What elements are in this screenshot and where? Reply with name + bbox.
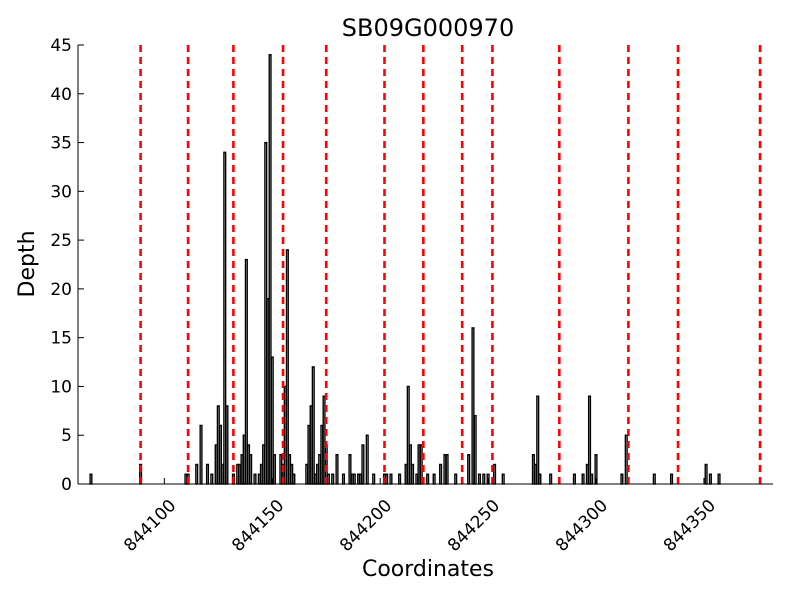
x-tick-label: 844100 [120, 496, 180, 556]
depth-bar [365, 434, 369, 485]
depth-bar [493, 463, 497, 485]
depth-bar [581, 473, 585, 485]
depth-bar [587, 395, 592, 485]
depth-bar [708, 473, 712, 485]
depth-bar [199, 424, 203, 485]
y-tick-label: 25 [50, 231, 72, 251]
depth-bar [195, 463, 199, 485]
depth-bar [501, 473, 505, 485]
depth-bar [432, 473, 436, 485]
x-tick-label: 844200 [336, 496, 396, 556]
depth-bar [467, 454, 471, 485]
bar-series [89, 54, 721, 485]
depth-bar [361, 444, 365, 485]
depth-bar [549, 473, 553, 485]
depth-bar [341, 473, 346, 485]
depth-bar [536, 395, 540, 485]
depth-bar [292, 473, 296, 485]
depth-bar [253, 473, 257, 485]
depth-bar [652, 473, 656, 485]
y-tick-label: 15 [50, 329, 72, 349]
depth-bar [439, 463, 443, 485]
depth-bar [272, 454, 276, 485]
depth-bar [398, 473, 402, 485]
depth-bar [704, 463, 708, 485]
depth-bar [225, 405, 229, 485]
depth-bar [311, 366, 315, 485]
depth-bar [410, 463, 415, 485]
depth-bar [419, 444, 423, 485]
depth-bar [389, 473, 393, 485]
depth-bar [372, 473, 376, 485]
depth-bar [326, 473, 330, 485]
y-axis-label: Depth [15, 230, 40, 297]
depth-bar [249, 454, 253, 485]
depth-bar [210, 473, 214, 485]
depth-bar [385, 473, 389, 485]
depth-bar [426, 473, 430, 485]
y-tick-label: 10 [50, 377, 72, 397]
y-tick-label: 35 [50, 134, 72, 154]
depth-bar [624, 434, 628, 485]
depth-bar [352, 473, 356, 485]
chart-title: SB09G000970 [342, 14, 514, 42]
y-tick-label: 0 [61, 475, 72, 495]
x-tick-label: 844150 [228, 496, 288, 556]
depth-bar [717, 473, 721, 485]
depth-bar [669, 473, 674, 485]
reference-lines [139, 45, 762, 484]
depth-bar [205, 463, 210, 485]
y-tick-label: 40 [50, 85, 72, 105]
y-tick-label: 45 [50, 36, 72, 56]
depth-bar [572, 473, 576, 485]
depth-bar [473, 415, 477, 485]
depth-bar [445, 454, 449, 485]
depth-bar [620, 473, 624, 485]
depth-bar [454, 473, 458, 485]
depth-bar [285, 249, 289, 485]
depth-bar [89, 473, 93, 485]
y-axis-ticks: 0 5 10 15 20 25 30 35 40 45 [50, 36, 84, 495]
x-axis-label: Coordinates [362, 557, 494, 582]
x-tick-label: 844300 [552, 496, 612, 556]
depth-bar [538, 473, 542, 485]
depth-bar [590, 473, 594, 485]
x-tick-label: 844350 [660, 496, 720, 556]
y-tick-label: 20 [50, 280, 72, 300]
x-axis-ticks: 844100 844150 844200 844250 844300 844350 [120, 478, 720, 556]
depth-bar [477, 473, 482, 485]
x-tick-label: 844250 [444, 496, 504, 556]
y-tick-label: 5 [61, 426, 72, 446]
depth-bar [335, 454, 339, 485]
y-tick-label: 30 [50, 182, 72, 202]
depth-bar [331, 473, 335, 485]
depth-bar [482, 473, 486, 485]
